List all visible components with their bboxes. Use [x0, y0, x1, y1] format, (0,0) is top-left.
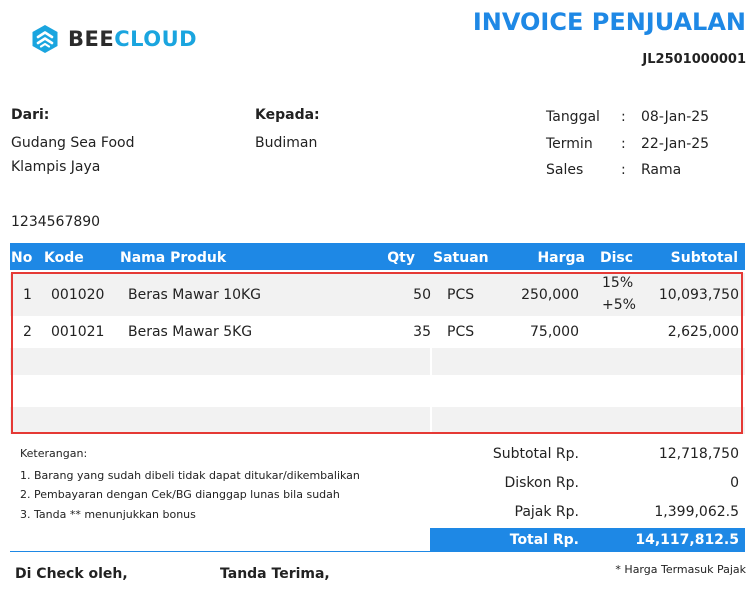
- logo-text: BEECLOUD: [68, 27, 197, 51]
- from-line1: Gudang Sea Food: [11, 135, 135, 151]
- from-phone: 1234567890: [11, 214, 101, 230]
- to-name: Budiman: [255, 135, 318, 151]
- tax-label: Pajak Rp.: [514, 504, 579, 520]
- discount-value: 0: [730, 475, 739, 491]
- cell-disc-line1: 15%: [602, 275, 634, 291]
- to-label: Kepada:: [255, 107, 320, 123]
- highlight-box: [11, 272, 743, 434]
- divider-line: [10, 551, 745, 552]
- cell-no: 1: [23, 287, 32, 303]
- cell-qty: 50: [413, 287, 431, 303]
- col-header-nama: Nama Produk: [120, 250, 227, 266]
- meta-sales-value: Rama: [641, 162, 682, 178]
- meta-term-label: Termin: [546, 136, 593, 152]
- total-value: 14,117,812.5: [635, 532, 739, 548]
- col-header-subtotal: Subtotal: [670, 250, 738, 266]
- tax-value: 1,399,062.5: [654, 504, 739, 520]
- from-line2: Klampis Jaya: [11, 159, 101, 175]
- cell-kode: 001021: [51, 324, 105, 340]
- notes-title: Keterangan:: [20, 447, 88, 460]
- note-item: 1. Barang yang sudah dibeli tidak dapat …: [20, 469, 360, 482]
- received-by-label: Tanda Terima,: [220, 566, 330, 582]
- col-header-qty: Qty: [387, 250, 415, 266]
- col-header-satuan: Satuan: [433, 250, 489, 266]
- cell-nama: Beras Mawar 10KG: [128, 287, 262, 303]
- subtotal-value: 12,718,750: [658, 446, 739, 462]
- total-bar: [430, 528, 745, 552]
- meta-term-sep: :: [621, 136, 626, 152]
- col-header-disc: Disc: [600, 250, 634, 266]
- table-row-bg: [10, 375, 745, 407]
- meta-date-label: Tanggal: [546, 109, 600, 125]
- table-row-bg: [10, 316, 745, 348]
- discount-label: Diskon Rp.: [504, 475, 579, 491]
- total-label: Total Rp.: [509, 532, 579, 548]
- meta-date-sep: :: [621, 109, 626, 125]
- from-label: Dari:: [11, 107, 50, 123]
- meta-date-value: 08-Jan-25: [641, 109, 710, 125]
- cell-satuan: PCS: [447, 324, 475, 340]
- beecloud-hexagon-icon: [32, 25, 58, 53]
- table-row-bg: [10, 407, 745, 434]
- invoice-number: JL2501000001: [642, 52, 746, 67]
- meta-sales-sep: :: [621, 162, 626, 178]
- col-header-kode: Kode: [44, 250, 84, 266]
- table-row-bg: [10, 348, 745, 375]
- tax-footnote: * Harga Termasuk Pajak: [615, 563, 746, 576]
- cell-nama: Beras Mawar 5KG: [128, 324, 253, 340]
- logo-text-bee: BEE: [68, 27, 115, 51]
- cell-harga: 250,000: [521, 287, 579, 303]
- logo-text-cloud: CLOUD: [114, 27, 198, 51]
- company-logo: BEECLOUD: [30, 24, 197, 54]
- note-item: 3. Tanda ** menunjukkan bonus: [20, 508, 196, 521]
- cell-kode: 001020: [51, 287, 105, 303]
- column-separator: [430, 348, 432, 434]
- cell-subtotal: 10,093,750: [658, 287, 739, 303]
- table-header-bar: [10, 243, 745, 270]
- col-header-harga: Harga: [537, 250, 585, 266]
- note-item: 2. Pembayaran dengan Cek/BG dianggap lun…: [20, 488, 340, 501]
- cell-harga: 75,000: [530, 324, 579, 340]
- subtotal-label: Subtotal Rp.: [492, 446, 579, 462]
- meta-sales-label: Sales: [546, 162, 584, 178]
- cell-qty: 35: [413, 324, 431, 340]
- cell-satuan: PCS: [447, 287, 475, 303]
- cell-subtotal: 2,625,000: [667, 324, 739, 340]
- invoice-title: INVOICE PENJUALAN: [472, 8, 746, 36]
- table-row-bg: [10, 273, 745, 316]
- checked-by-label: Di Check oleh,: [15, 566, 128, 582]
- cell-disc-line2: +5%: [602, 297, 636, 313]
- cell-no: 2: [23, 324, 32, 340]
- col-header-no: No: [11, 250, 33, 266]
- meta-term-value: 22-Jan-25: [641, 136, 710, 152]
